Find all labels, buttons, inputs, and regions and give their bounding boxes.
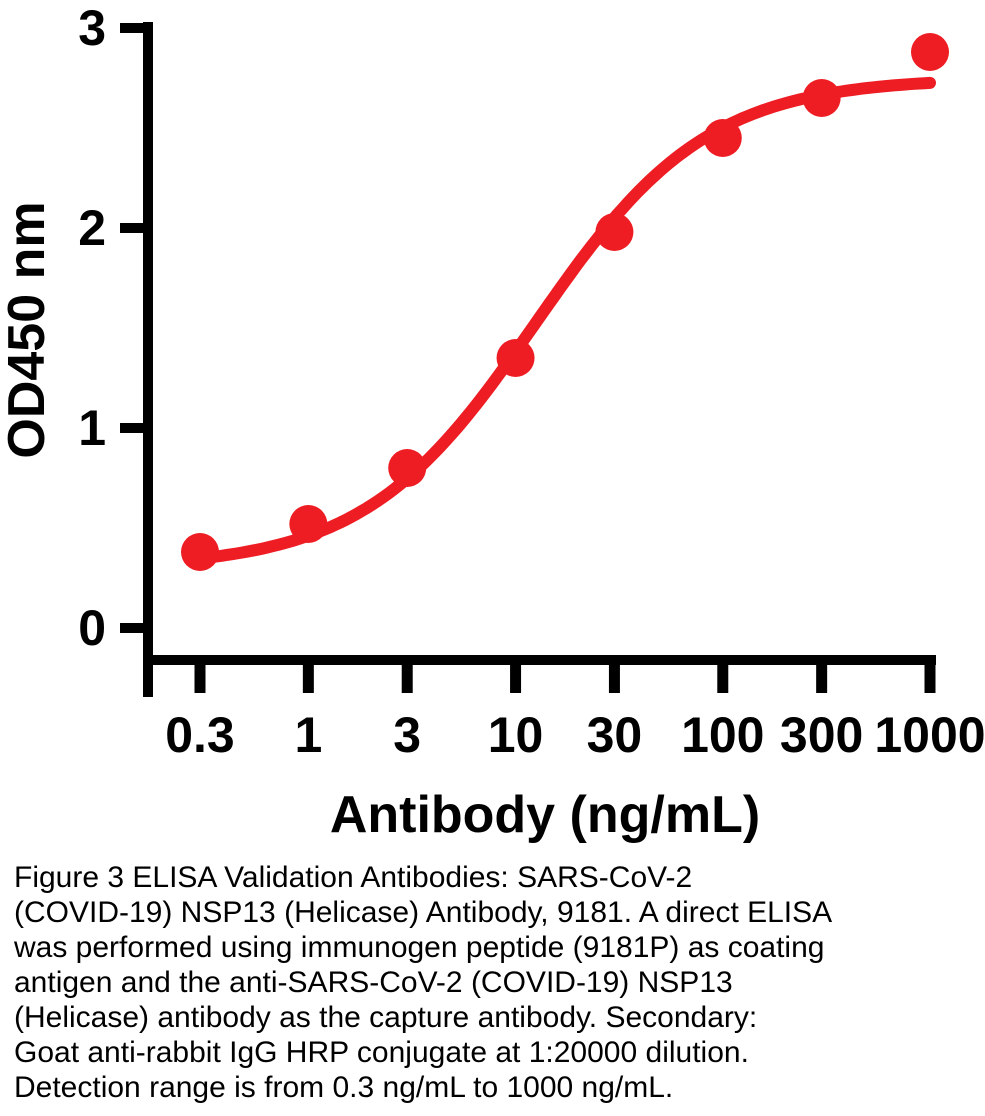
x-tick-label: 3: [393, 707, 421, 763]
y-tick-label: 1: [78, 400, 106, 456]
data-point: [703, 119, 742, 157]
caption-line-3: was performed using immunogen peptide (9…: [14, 931, 825, 964]
caption-line-5: (Helicase) antibody as the capture antib…: [14, 1001, 758, 1034]
x-axis-title: Antibody (ng/mL): [330, 786, 760, 844]
data-point: [496, 339, 535, 377]
y-tick-label: 2: [78, 200, 106, 256]
chart-canvas: 0 1 2 3 0.3 1 3 10 30 100 300 1000 Antibody (ng/mL) O…: [0, 0, 985, 844]
data-point: [911, 33, 949, 71]
x-tick-label: 300: [780, 707, 863, 763]
fit-curve: [194, 76, 936, 565]
caption-line-7: Detection range is from 0.3 ng/mL to 100…: [14, 1071, 674, 1104]
caption-line-4: antigen and the anti-SARS-CoV-2 (COVID-1…: [14, 966, 733, 999]
data-point: [289, 505, 328, 543]
data-point: [181, 533, 219, 571]
y-tick-label: 3: [78, 0, 106, 56]
caption-line-1: Figure 3 ELISA Validation Antibodies: SA…: [14, 861, 693, 894]
y-tick-label: 0: [78, 600, 106, 656]
x-tick-label: 1000: [874, 707, 985, 763]
figure-caption: Figure 3 ELISA Validation Antibodies: SA…: [0, 852, 985, 1105]
elisa-chart: 0 1 2 3 0.3 1 3 10 30 100 300 1000 Antibody (ng/mL) O…: [0, 0, 985, 844]
caption-line-6: Goat anti-rabbit IgG HRP conjugate at 1:…: [14, 1036, 749, 1069]
data-point: [802, 79, 841, 117]
x-tick-label: 100: [681, 707, 764, 763]
x-tick-label: 0.3: [165, 707, 235, 763]
x-tick-label: 1: [294, 707, 322, 763]
x-tick-label: 30: [587, 707, 643, 763]
data-point: [388, 449, 427, 487]
data-point: [595, 213, 634, 251]
y-axis-title: OD450 nm: [0, 201, 56, 458]
x-tick-label: 10: [488, 707, 544, 763]
caption-line-2: (COVID-19) NSP13 (Helicase) Antibody, 91…: [14, 896, 833, 929]
